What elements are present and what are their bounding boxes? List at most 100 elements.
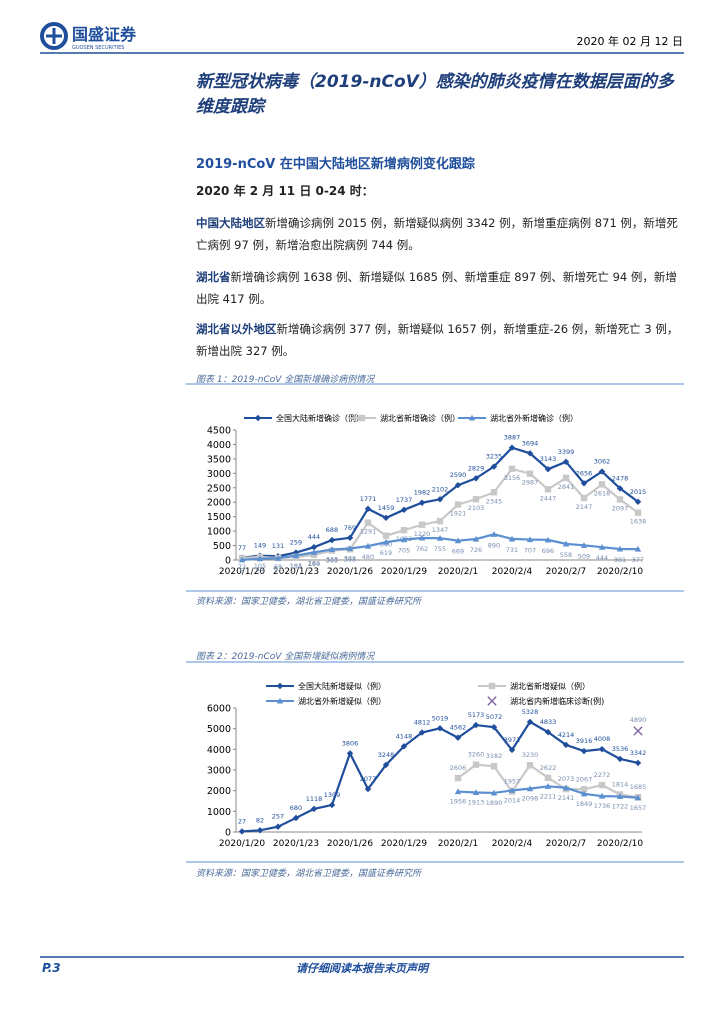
data-point	[598, 481, 606, 488]
data-point	[562, 474, 570, 482]
data-point	[562, 540, 570, 547]
data-label: 707	[524, 547, 536, 555]
data-label: 2345	[486, 497, 503, 505]
data-label: 398	[344, 556, 356, 564]
data-point	[346, 750, 354, 757]
data-label: 840	[380, 541, 392, 549]
legend-label: 湖北省外新增确诊（例）	[490, 413, 578, 423]
data-label: 2447	[540, 494, 557, 502]
x-tick-label: 2020/1/26	[327, 567, 373, 577]
data-point	[472, 475, 480, 482]
x-tick-label: 2020/1/26	[327, 839, 373, 849]
y-tick-label: 5000	[207, 724, 231, 735]
data-label: 1913	[468, 798, 485, 806]
data-label: 2067	[576, 775, 593, 783]
y-tick-label: 2000	[207, 498, 231, 509]
data-point	[598, 781, 606, 789]
data-point	[310, 805, 318, 813]
data-label: 264	[308, 559, 320, 567]
data-label: 5072	[486, 713, 503, 721]
data-point	[616, 755, 624, 763]
data-label: 558	[560, 551, 572, 559]
data-label: 2590	[450, 471, 467, 479]
data-label: 1737	[396, 496, 413, 504]
data-label: 4214	[558, 731, 575, 739]
data-point	[472, 721, 480, 729]
data-point	[598, 745, 606, 753]
lead: 湖北省	[196, 270, 231, 284]
data-label: 2656	[576, 469, 593, 477]
legend-marker	[488, 682, 496, 690]
data-label: 444	[596, 554, 608, 562]
data-label: 1657	[630, 804, 647, 812]
data-point	[544, 728, 552, 736]
data-point	[526, 762, 534, 769]
data-label: 3399	[558, 448, 575, 456]
data-label: 154	[290, 563, 302, 571]
data-point	[472, 761, 480, 768]
legend-marker	[358, 414, 366, 422]
data-label: 180	[308, 560, 320, 568]
data-point	[616, 545, 624, 552]
data-label: 323	[326, 556, 338, 564]
data-label: 72	[238, 563, 246, 571]
legend-marker	[276, 682, 284, 690]
data-point	[364, 785, 372, 793]
data-point	[454, 537, 462, 544]
data-point	[490, 789, 498, 796]
paragraph: 湖北省新增确诊病例 1638 例、新增疑似 1685 例、新增重症 897 例、…	[196, 266, 686, 310]
data-point	[364, 519, 372, 526]
data-point	[562, 784, 570, 791]
data-label: 3062	[594, 458, 611, 466]
legend-label: 湖北省新增疑似（例）	[510, 681, 590, 691]
y-tick-label: 4000	[207, 440, 231, 451]
data-point	[436, 534, 444, 541]
data-point	[580, 790, 588, 797]
data-point	[454, 501, 462, 508]
data-point	[634, 759, 642, 767]
data-point	[580, 747, 588, 755]
lead: 中国大陆地区	[196, 216, 265, 230]
data-point	[526, 718, 534, 726]
data-label: 688	[326, 526, 338, 534]
data-label: 69	[274, 563, 282, 571]
data-label: 619	[380, 549, 392, 557]
data-point	[346, 545, 354, 552]
data-point	[382, 761, 390, 769]
disclaimer: 请仔细阅读本报告末页声明	[296, 962, 430, 975]
data-point	[238, 556, 246, 563]
data-label: 2103	[468, 504, 485, 512]
data-label: 77	[238, 544, 246, 552]
data-label: 381	[614, 556, 626, 564]
data-point	[328, 546, 336, 553]
data-label: 2829	[468, 464, 485, 472]
data-point	[382, 538, 390, 545]
data-point	[634, 794, 642, 801]
x-tick-label: 2020/2/10	[597, 839, 643, 849]
data-point	[436, 496, 444, 503]
data-point	[598, 792, 606, 799]
data-point	[292, 814, 300, 822]
y-tick-label: 2000	[207, 786, 231, 797]
data-label: 131	[272, 542, 284, 550]
x-tick-label: 2020/1/23	[273, 839, 319, 849]
data-label: 2098	[522, 795, 539, 803]
data-label: 1459	[378, 504, 395, 512]
data-label: 2606	[450, 764, 467, 772]
data-point	[633, 726, 643, 736]
data-label: 5	[240, 567, 244, 575]
x-tick-label: 2020/1/29	[381, 567, 427, 577]
x-tick-label: 2020/2/1	[438, 567, 478, 577]
data-label: 680	[290, 804, 302, 812]
data-point	[400, 506, 408, 514]
data-label: 5173	[468, 711, 485, 719]
data-label: 3536	[612, 745, 629, 753]
y-tick-label: 0	[225, 556, 231, 567]
data-point	[634, 509, 642, 516]
data-point	[400, 526, 408, 534]
section-heading: 2019-nCoV 在中国大陆地区新增病例变化跟踪	[196, 157, 475, 172]
data-point	[634, 545, 642, 552]
y-tick-label: 4000	[207, 745, 231, 756]
data-label: 509	[578, 552, 590, 560]
data-label: 762	[416, 545, 428, 553]
